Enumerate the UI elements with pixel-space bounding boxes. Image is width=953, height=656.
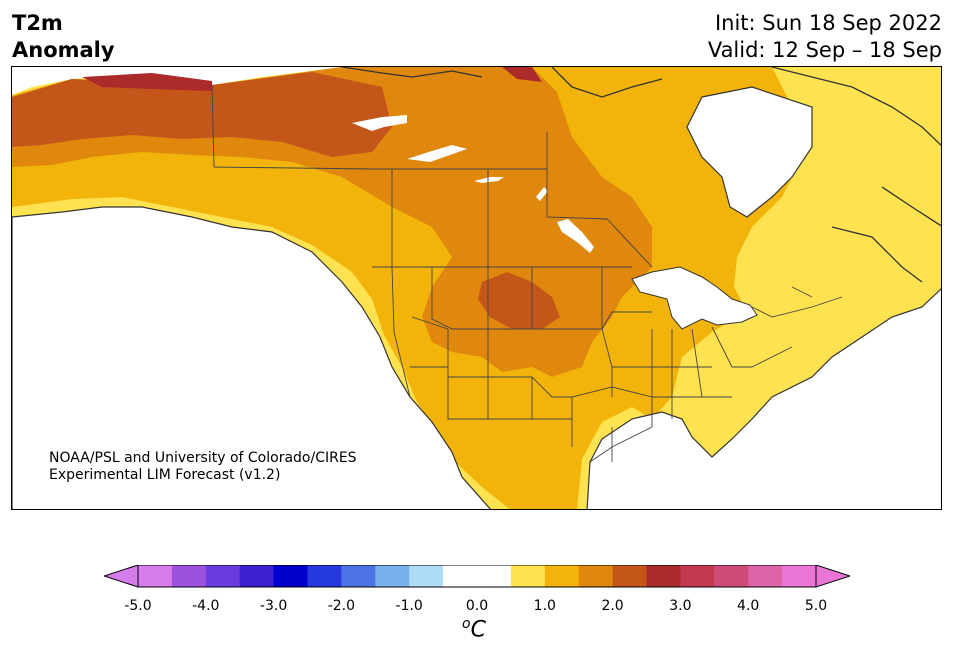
colorbar-bin <box>544 565 580 587</box>
hudson-bay <box>686 86 813 218</box>
land-anomaly-1.5-to-2 <box>12 67 802 509</box>
forecast-dates: Init: Sun 18 Sep 2022 Valid: 12 Sep – 18… <box>708 10 942 64</box>
colorbar-max-extend <box>815 564 852 588</box>
colorbar-bin <box>171 565 207 587</box>
colorbar-tick-label: 4.0 <box>737 598 760 614</box>
land-anomaly-2.5-to-3-central <box>478 272 560 329</box>
colorbar-bin <box>510 565 546 587</box>
colorbar-bin <box>477 565 512 587</box>
credit-line-1: NOAA/PSL and University of Colorado/CIRE… <box>49 450 357 466</box>
great-bear-lake <box>352 115 407 131</box>
colorbar-bin <box>782 565 817 587</box>
colorbar-svg <box>102 564 852 588</box>
title-line-1: T2m <box>12 11 63 35</box>
land-anomaly-3-to-3.5-north <box>502 67 542 82</box>
colorbar-bin <box>443 565 478 587</box>
colorbar-tick-label: 5.0 <box>804 598 828 614</box>
land-anomaly-3-to-3.5 <box>82 73 212 91</box>
colorbar-unit: oC <box>462 616 486 642</box>
colorbar-bin <box>646 565 681 587</box>
great-lakes <box>631 266 758 330</box>
plot-title: T2m Anomaly <box>12 10 115 64</box>
land-anomaly-2.5-to-3 <box>12 72 392 157</box>
colorbar-tick-label: -1.0 <box>395 598 423 614</box>
colorbar-bin <box>578 565 614 587</box>
gulf-of-mexico <box>586 288 941 509</box>
great-slave-lake <box>407 145 467 162</box>
colorbar-tick-label: 0.0 <box>465 598 489 614</box>
colorbar-bin <box>307 565 342 587</box>
colorbar-bin <box>748 565 783 587</box>
colorbar-bin <box>714 565 749 587</box>
colorbar-bin <box>273 565 308 587</box>
lake-athabasca <box>474 177 504 183</box>
colorbar-bin <box>341 565 376 587</box>
colorbar-bin <box>138 565 173 587</box>
colorbar-tick-label: -4.0 <box>192 598 220 614</box>
colorbar-tick-label: 1.0 <box>533 598 556 614</box>
colorbar-bin <box>205 565 241 587</box>
colorbar-bins <box>138 565 817 587</box>
map-canvas <box>12 67 941 509</box>
credit-line-2: Experimental LIM Forecast (v1.2) <box>49 467 281 483</box>
colorbar-tick-label: 3.0 <box>669 598 692 614</box>
colorbar-bin <box>612 565 647 587</box>
colorbar-tick-label: -2.0 <box>327 598 356 614</box>
title-line-2: Anomaly <box>12 38 115 62</box>
colorbar-tick-label: -3.0 <box>259 598 288 614</box>
lake-small <box>536 187 548 201</box>
valid-period: Valid: 12 Sep – 18 Sep <box>707 38 942 62</box>
colorbar-tick-label: 2.0 <box>601 598 624 614</box>
init-date: Init: Sun 18 Sep 2022 <box>714 11 942 35</box>
credit-text: NOAA/PSL and University of Colorado/CIRE… <box>49 450 357 484</box>
lake-winnipeg <box>557 219 594 253</box>
colorbar-unit-degree: o <box>462 616 471 632</box>
colorbar <box>102 564 852 593</box>
anomaly-map <box>11 66 942 510</box>
boundaries <box>211 84 843 463</box>
colorbar-min-extend <box>102 564 139 588</box>
colorbar-bin <box>239 565 275 587</box>
colorbar-unit-letter: C <box>470 617 486 643</box>
colorbar-bin <box>409 565 444 587</box>
colorbar-bin <box>375 565 410 587</box>
pacific-ocean <box>12 206 492 509</box>
colorbar-border <box>137 564 817 588</box>
colorbar-bin <box>680 565 715 587</box>
coastlines <box>341 67 941 283</box>
colorbar-tick-label: -5.0 <box>124 598 152 614</box>
